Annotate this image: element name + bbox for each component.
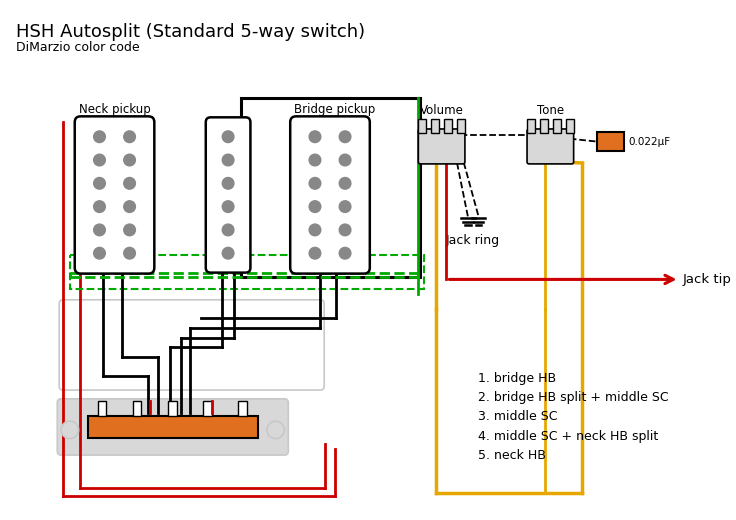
Bar: [203, 401, 212, 417]
Circle shape: [124, 154, 135, 166]
Circle shape: [222, 201, 234, 213]
Bar: [88, 417, 258, 438]
Text: 3. middle SC: 3. middle SC: [478, 410, 557, 423]
Text: Jack tip: Jack tip: [682, 273, 732, 286]
Circle shape: [222, 177, 234, 189]
Text: 1. bridge HB: 1. bridge HB: [478, 372, 556, 385]
Bar: [457, 119, 465, 133]
Circle shape: [309, 224, 321, 236]
Circle shape: [339, 154, 351, 166]
Circle shape: [309, 177, 321, 189]
Text: Volume: Volume: [420, 105, 464, 118]
Text: 4. middle SC + neck HB split: 4. middle SC + neck HB split: [478, 430, 658, 443]
Circle shape: [61, 421, 79, 438]
Circle shape: [124, 201, 135, 213]
Text: Tone: Tone: [537, 105, 564, 118]
Bar: [540, 119, 548, 133]
Bar: [132, 401, 141, 417]
Circle shape: [93, 131, 105, 142]
Circle shape: [222, 248, 234, 259]
Text: Bridge pickup: Bridge pickup: [294, 103, 375, 116]
Circle shape: [267, 421, 284, 438]
Text: 2. bridge HB split + middle SC: 2. bridge HB split + middle SC: [478, 391, 668, 404]
Circle shape: [339, 248, 351, 259]
Text: HSH Autosplit (Standard 5-way switch): HSH Autosplit (Standard 5-way switch): [15, 23, 364, 41]
Circle shape: [93, 177, 105, 189]
Circle shape: [339, 177, 351, 189]
Text: 0.022µF: 0.022µF: [628, 137, 670, 147]
Circle shape: [124, 177, 135, 189]
Bar: [98, 401, 106, 417]
FancyBboxPatch shape: [527, 129, 573, 164]
Bar: [241, 98, 420, 278]
Circle shape: [222, 154, 234, 166]
Circle shape: [93, 201, 105, 213]
Text: Jack ring: Jack ring: [446, 234, 500, 247]
Circle shape: [339, 201, 351, 213]
Bar: [597, 132, 624, 151]
Bar: [418, 119, 426, 133]
FancyBboxPatch shape: [418, 129, 465, 164]
Bar: [168, 401, 177, 417]
Circle shape: [309, 201, 321, 213]
Circle shape: [309, 248, 321, 259]
Circle shape: [124, 131, 135, 142]
Circle shape: [124, 248, 135, 259]
Circle shape: [222, 224, 234, 236]
Circle shape: [339, 224, 351, 236]
Bar: [553, 119, 561, 133]
Circle shape: [124, 224, 135, 236]
Circle shape: [93, 248, 105, 259]
Bar: [566, 119, 573, 133]
Circle shape: [93, 224, 105, 236]
Circle shape: [339, 131, 351, 142]
FancyBboxPatch shape: [290, 116, 369, 274]
FancyBboxPatch shape: [57, 399, 289, 455]
Text: Neck pickup: Neck pickup: [79, 103, 150, 116]
Text: 5. neck HB: 5. neck HB: [478, 449, 545, 462]
Bar: [527, 119, 535, 133]
Text: DiMarzio color code: DiMarzio color code: [15, 41, 139, 54]
FancyBboxPatch shape: [75, 116, 155, 274]
FancyBboxPatch shape: [206, 118, 250, 272]
Circle shape: [222, 131, 234, 142]
Circle shape: [309, 154, 321, 166]
Bar: [70, 255, 424, 289]
Bar: [445, 119, 452, 133]
Circle shape: [93, 154, 105, 166]
Circle shape: [309, 131, 321, 142]
Bar: [431, 119, 439, 133]
Bar: [238, 401, 247, 417]
